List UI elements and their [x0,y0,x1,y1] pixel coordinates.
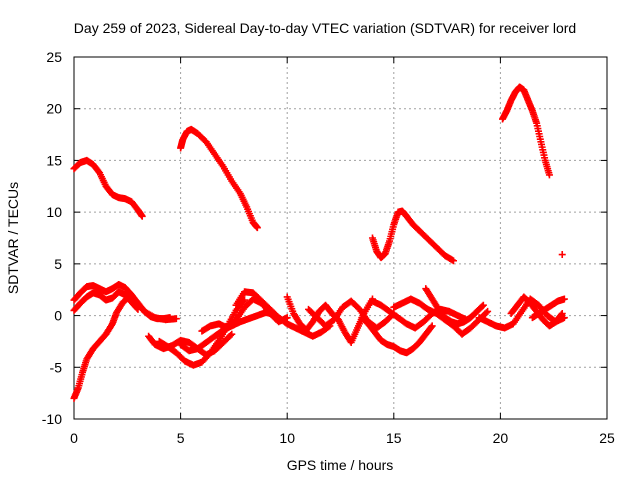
data-point [138,212,146,220]
data-points [70,83,568,402]
x-tick-label: 20 [493,430,509,446]
data-point [479,301,487,309]
grid [74,57,607,419]
data-point [482,309,490,317]
data-point [558,310,566,318]
y-tick-label: 5 [54,256,62,272]
data-point [133,304,141,312]
data-point [166,314,174,322]
data-point [134,305,142,313]
data-point [227,331,235,339]
y-tick-label: 25 [46,49,62,65]
data-point [478,302,486,310]
y-tick-label: 15 [46,152,62,168]
y-tick-label: -5 [50,359,63,375]
y-tick-label: -10 [42,411,62,427]
chart-title: Day 259 of 2023, Sidereal Day-to-day VTE… [74,20,576,36]
y-tick-label: 20 [46,101,62,117]
x-tick-label: 15 [386,430,402,446]
y-tick-label: 10 [46,204,62,220]
data-point [427,323,435,331]
data-point [558,251,566,259]
data-point [545,171,553,179]
axis-ticks: 0 5 10 15 20 25 -10 -5 0 5 10 15 20 25 [42,49,615,446]
x-tick-label: 10 [279,430,295,446]
data-point [172,315,180,323]
data-point [484,307,492,315]
data-point [428,322,436,330]
x-tick-label: 0 [70,430,78,446]
x-tick-label: 5 [177,430,185,446]
data-point [449,257,457,265]
data-point [253,224,261,232]
data-point [557,311,565,319]
plot-frame [73,56,608,420]
x-tick-label: 25 [599,430,615,446]
data-point [560,295,568,303]
x-axis-label: GPS time / hours [287,457,394,473]
y-axis-label: SDTVAR / TECUs [5,182,21,294]
y-tick-label: 0 [54,308,62,324]
data-point [228,330,236,338]
data-point [283,314,291,322]
